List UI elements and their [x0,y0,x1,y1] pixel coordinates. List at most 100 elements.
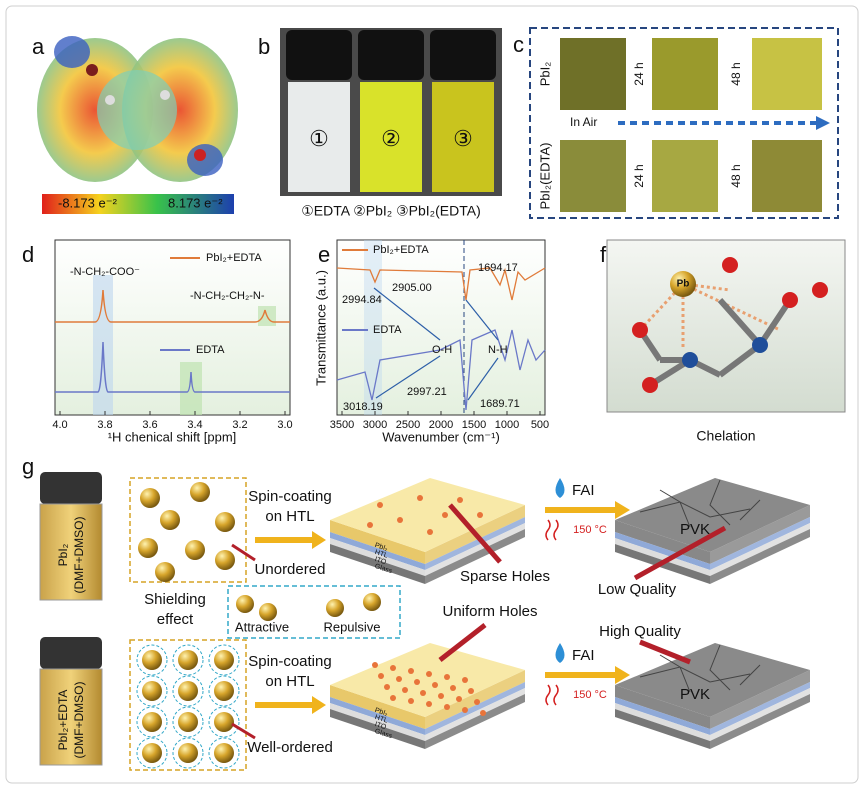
layer [330,520,425,564]
vial-body [39,668,103,766]
film-top [615,643,810,717]
vial-body [39,503,103,601]
label: 2905.00 [392,282,432,294]
hole [397,517,403,523]
layer [330,532,425,570]
hole [402,687,408,693]
hole [457,497,463,503]
hole [442,512,448,518]
x-ticks: 3500 3000 2500 2000 1500 1000 500 [330,411,549,431]
panel-a-part [86,64,98,76]
hole [390,695,396,701]
droplet [555,478,565,498]
panel-e: e PbI₂+EDTA EDTA 1694.17 2905.00 2994.84… [313,239,549,444]
label: ①EDTA ②PbI₂ ③PbI₂(EDTA) [301,203,480,219]
heat [553,519,559,541]
panel-d-part [55,289,290,323]
hole [456,696,462,702]
label: Repulsive [323,619,380,634]
temperature-label: 150 °C [573,689,607,701]
layer [615,709,710,749]
shield [172,644,204,676]
holes-label: Sparse Holes [460,568,550,585]
label: O-H [432,344,452,356]
hole [390,665,396,671]
label: 24 h [632,62,646,85]
grain [639,479,761,528]
hole [426,671,432,677]
label: 48 h [729,164,743,187]
reagent-label: FAI [572,482,595,499]
layer [710,670,810,729]
particle [142,650,162,670]
particle [178,681,198,701]
label: ① [309,126,329,151]
label: c [513,32,524,57]
film-label: PVK [680,686,710,703]
vial-part [288,82,350,192]
shield [208,675,240,707]
panel-f-part-part [757,298,793,347]
layer [615,532,710,570]
hole [377,502,383,508]
panel-c: c PbI₂ PbI₂(EDTA) 24 h 48 h 24 h 48 h In… [513,27,839,219]
x-tick-label: 500 [531,419,549,431]
panel-e-part-part [375,355,441,399]
panel-c-part [560,140,626,212]
particle [160,510,180,530]
layer [330,703,425,741]
label: f [600,242,607,267]
panel-c-part [652,140,718,212]
process-arrow-head [615,666,630,684]
x-tick-label: 4.0 [52,419,67,431]
pointer [633,525,727,581]
vial-part [358,30,424,80]
x-tick-label: 3.4 [187,419,202,431]
particle [140,488,160,508]
layer [710,688,810,741]
panel-e-part [336,267,546,301]
panel-f-part [632,322,648,338]
label: PbI₂ [537,62,552,87]
panel-f-part-part [638,282,685,332]
particle [190,482,210,502]
heat [545,684,551,706]
heat [545,519,551,541]
vial-part [430,30,496,80]
shield [172,706,204,738]
shield [172,675,204,707]
film-label: PVK [680,521,710,538]
panel-e-part-part [373,287,441,341]
pointer [448,503,502,564]
label: ③ [453,126,473,151]
heat [553,684,559,706]
panel-a: a -8.173 e⁻² 8.173 e⁻² [32,34,238,214]
x-ticks: 4.0 3.8 3.6 3.4 3.2 3.0 [52,411,293,431]
particle [142,712,162,732]
shield [136,737,168,769]
layer [710,517,810,570]
layer [615,697,710,735]
label: Wavenumber (cm⁻¹) [382,429,500,444]
vial [430,30,496,192]
panel-f-part-part [718,342,762,378]
panel-d-part [55,341,290,393]
hole [480,710,486,716]
shield [208,706,240,738]
particle [326,599,344,617]
hole [408,668,414,674]
film-top [330,478,525,552]
layer [330,685,425,729]
x-tick-label: 3.6 [142,419,157,431]
label: 2994.84 [342,294,382,306]
vial-label: PbI₂ [56,543,70,566]
panel-f-part [722,257,738,273]
vial [358,30,424,192]
grain [639,644,761,693]
shield [208,644,240,676]
panel-f-part-part [717,298,763,347]
hole [474,699,480,705]
pointer [639,639,691,665]
label: 3018.19 [343,401,383,413]
